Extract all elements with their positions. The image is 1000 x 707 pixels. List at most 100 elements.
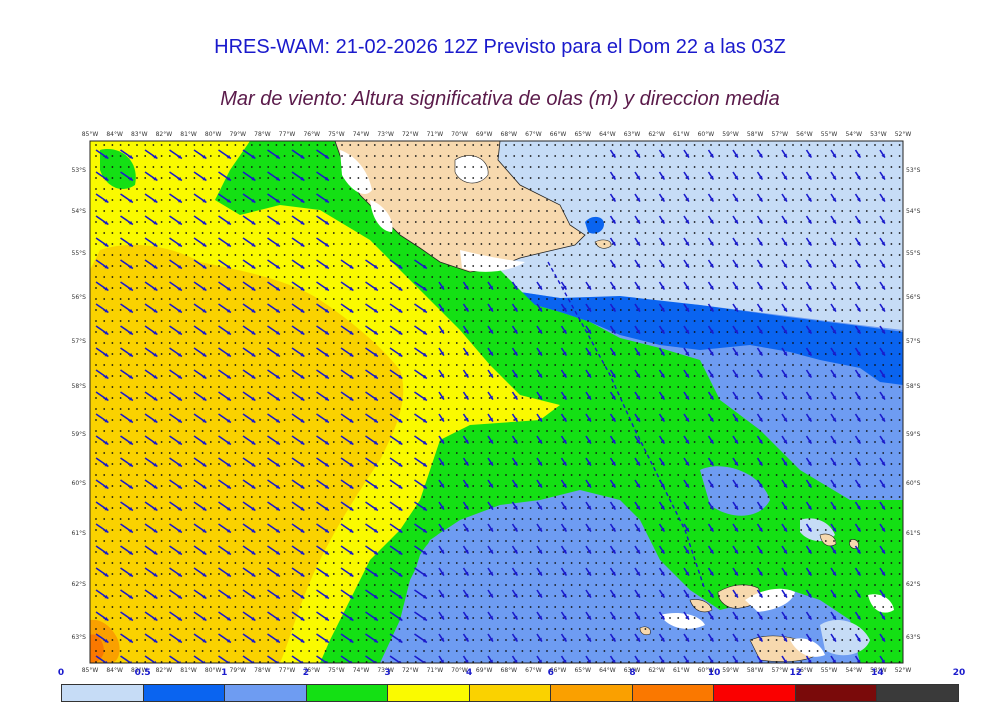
direction-arrow-head (349, 572, 354, 577)
direction-arrow-head (611, 395, 616, 400)
direction-arrow-head (856, 285, 861, 290)
direction-arrow-head (832, 285, 836, 290)
direction-arrow-head (373, 484, 378, 489)
direction-arrow-head (301, 660, 304, 663)
lon-label-bottom: 65°W (574, 667, 591, 674)
direction-arrow-head (349, 418, 354, 423)
direction-arrow-head (104, 506, 109, 511)
direction-arrow-head (153, 440, 158, 445)
direction-arrow-head (464, 593, 469, 598)
direction-arrow-head (881, 417, 885, 422)
lon-label-bottom: 83°W (131, 667, 148, 674)
direction-arrow-head (660, 285, 665, 290)
direction-arrow-head (856, 373, 861, 378)
lon-label-top: 66°W (550, 131, 567, 138)
direction-arrow-head (611, 329, 616, 334)
direction-arrow-head (226, 286, 231, 291)
direction-arrow-head (300, 396, 305, 401)
direction-arrow-head (538, 417, 542, 422)
legend-level-label: 1 (221, 668, 228, 678)
direction-arrow (389, 655, 402, 663)
direction-arrow-head (349, 594, 354, 599)
direction-arrow-head (398, 330, 403, 335)
direction-arrow-head (611, 285, 616, 290)
direction-arrow-head (538, 439, 542, 444)
direction-arrow-head (153, 418, 158, 423)
direction-arrow-head (587, 373, 591, 378)
direction-arrow-head (104, 352, 109, 357)
direction-arrow-head (685, 527, 689, 532)
direction-arrow-head (104, 308, 109, 313)
lon-label-bottom: 69°W (476, 667, 493, 674)
direction-arrow-head (373, 638, 378, 643)
direction-arrow-head (104, 418, 109, 423)
direction-arrow-head (251, 154, 256, 159)
direction-arrow-head (251, 198, 256, 203)
lon-label-top: 56°W (796, 131, 813, 138)
direction-arrow-head (587, 461, 591, 466)
direction-arrow-head (856, 241, 861, 246)
direction-arrow-head (153, 506, 158, 511)
direction-arrow-head (489, 527, 493, 532)
direction-arrow-head (611, 241, 616, 246)
direction-arrow-head (398, 594, 403, 599)
lat-label-left: 57°S (72, 338, 87, 345)
lon-label-top: 65°W (574, 131, 591, 138)
map-subtitle: Mar de viento: Altura significativa de o… (220, 88, 780, 110)
direction-arrow-head (660, 505, 665, 510)
direction-arrow-head (202, 396, 207, 401)
direction-arrow-head (807, 439, 812, 444)
direction-arrow-head (489, 395, 493, 400)
direction-arrow-head (128, 484, 133, 489)
direction-arrow-head (758, 593, 763, 598)
direction-arrow-head (128, 154, 133, 159)
direction-arrow-head (202, 352, 207, 357)
direction-arrow-head (324, 286, 329, 291)
direction-arrow-head (398, 418, 403, 423)
legend-swatch (62, 685, 144, 701)
lat-label-left: 59°S (72, 431, 87, 438)
lon-label-bottom: 59°W (722, 667, 739, 674)
direction-arrow-head (807, 593, 812, 598)
direction-arrow-head (709, 351, 714, 356)
direction-arrow-head (374, 660, 378, 663)
direction-arrow-head (349, 550, 354, 555)
direction-arrow-head (636, 285, 640, 290)
direction-arrow-head (685, 197, 689, 202)
direction-arrow-head (128, 176, 133, 181)
direction-arrow-head (856, 153, 861, 158)
direction-arrow-head (783, 571, 787, 576)
lat-label-right: 54°S (906, 208, 921, 215)
direction-arrow-head (300, 308, 305, 313)
direction-arrow-head (660, 373, 665, 378)
direction-arrow-head (807, 527, 812, 532)
direction-arrow-head (398, 286, 403, 291)
direction-arrow-head (856, 219, 861, 224)
direction-arrow-head (104, 220, 109, 225)
color-legend (61, 684, 959, 702)
direction-arrow-head (422, 286, 427, 291)
direction-arrow-head (398, 396, 403, 401)
direction-arrow-head (660, 153, 665, 158)
direction-arrow-head (349, 528, 354, 533)
direction-arrow-head (300, 506, 305, 511)
legend-swatch (306, 685, 389, 701)
direction-arrow-head (538, 461, 542, 466)
lon-label-top: 63°W (624, 131, 641, 138)
direction-arrow-head (709, 439, 714, 444)
lon-label-top: 85°W (82, 131, 99, 138)
legend-swatch (795, 685, 878, 701)
direction-arrow-head (324, 374, 329, 379)
direction-arrow-head (758, 395, 763, 400)
direction-arrow-head (513, 483, 518, 488)
direction-arrow-head (660, 461, 665, 466)
direction-arrow-head (881, 637, 885, 642)
direction-arrow-head (226, 594, 231, 599)
direction-arrow-head (611, 219, 616, 224)
direction-arrow-head (177, 286, 182, 291)
direction-arrow-head (685, 637, 689, 642)
direction-arrow-head (660, 637, 665, 642)
direction-arrow-head (226, 176, 231, 181)
direction-arrow-head (440, 285, 444, 290)
direction-arrow-head (300, 330, 305, 335)
